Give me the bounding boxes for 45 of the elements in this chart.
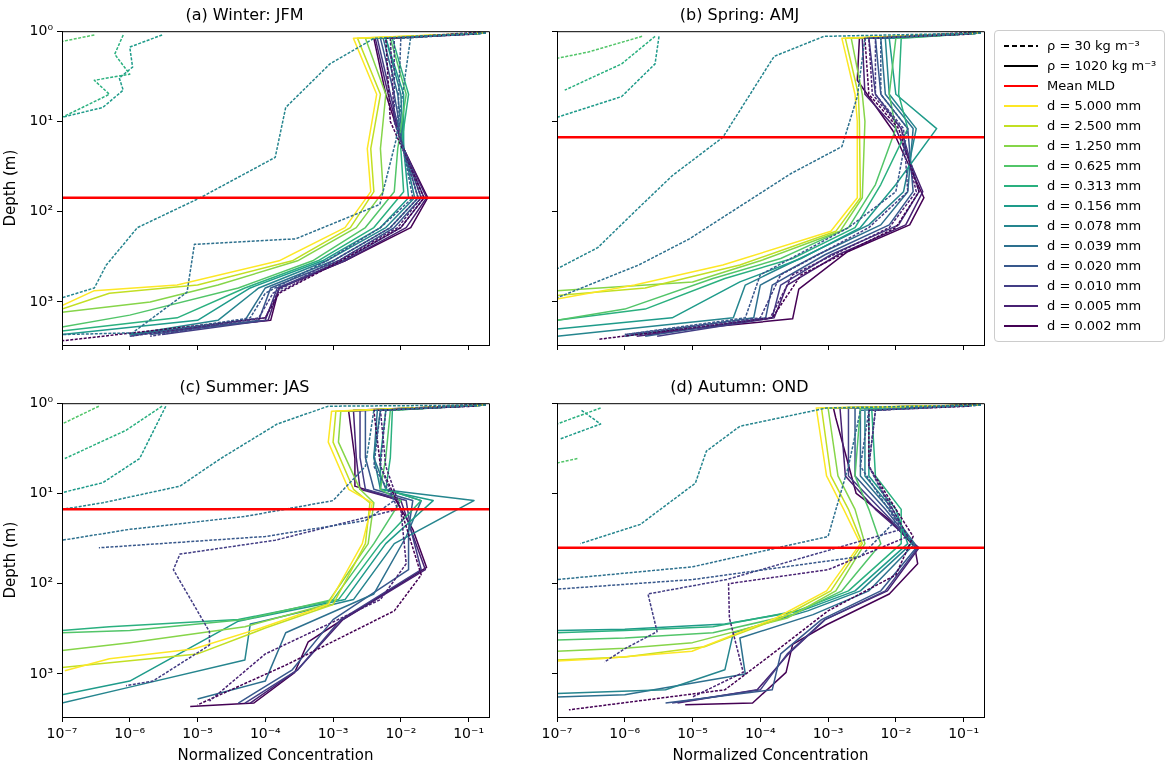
- legend-label: Mean MLD: [1047, 77, 1116, 95]
- x-tick-label: 10⁻¹: [948, 725, 980, 742]
- x-tick-label: 10⁻²: [880, 725, 912, 742]
- x-tick-label: 10⁻⁵: [182, 725, 213, 742]
- y-tick-label: 10¹: [29, 112, 53, 129]
- legend-label: ρ = 1020 kg m⁻³: [1047, 57, 1157, 75]
- y-axis-title: Depth (m): [0, 149, 19, 227]
- x-tick-label: 10⁻³: [812, 725, 844, 742]
- legend-label: d = 0.313 mm: [1047, 177, 1142, 195]
- x-tick-label: 10⁻⁴: [249, 725, 282, 742]
- legend-label: d = 0.156 mm: [1047, 197, 1142, 215]
- x-tick-label: 10⁻⁵: [677, 725, 708, 742]
- legend-label: d = 1.250 mm: [1047, 137, 1142, 155]
- x-tick-label: 10⁻⁶: [114, 725, 146, 742]
- legend-label: d = 0.078 mm: [1047, 217, 1142, 235]
- x-tick-label: 10⁻⁷: [46, 725, 78, 742]
- legend-label: d = 5.000 mm: [1047, 97, 1142, 115]
- legend-label: d = 0.002 mm: [1047, 317, 1142, 335]
- chart-title: (b) Spring: AMJ: [679, 4, 800, 24]
- x-tick-label: 10⁻⁴: [744, 725, 777, 742]
- x-tick-label: 10⁻³: [317, 725, 349, 742]
- x-axis-title: Normalized Concentration: [177, 745, 374, 764]
- y-tick-label: 10²: [29, 574, 53, 591]
- legend-label: d = 0.005 mm: [1047, 297, 1142, 315]
- legend-label: ρ = 30 kg m⁻³: [1047, 37, 1140, 55]
- x-tick-label: 10⁻²: [385, 725, 417, 742]
- chart-title: (c) Summer: JAS: [179, 376, 310, 396]
- legend-label: d = 0.039 mm: [1047, 237, 1142, 255]
- x-tick-label: 10⁻⁶: [609, 725, 641, 742]
- legend-label: d = 0.010 mm: [1047, 277, 1142, 295]
- y-tick-label: 10⁰: [29, 393, 54, 410]
- x-tick-label: 10⁻⁷: [541, 725, 573, 742]
- chart-title: (a) Winter: JFM: [185, 4, 304, 24]
- y-axis-title: Depth (m): [0, 521, 19, 599]
- x-axis-title: Normalized Concentration: [672, 745, 869, 764]
- chart-title: (d) Autumn: OND: [670, 376, 809, 396]
- y-tick-label: 10³: [29, 664, 53, 681]
- y-tick-label: 10¹: [29, 484, 53, 501]
- legend-label: d = 0.020 mm: [1047, 257, 1142, 275]
- y-tick-label: 10³: [29, 292, 53, 309]
- legend-label: d = 0.625 mm: [1047, 157, 1142, 175]
- x-tick-label: 10⁻¹: [453, 725, 485, 742]
- y-tick-label: 10²: [29, 202, 53, 219]
- legend-label: d = 2.500 mm: [1047, 117, 1142, 135]
- y-tick-label: 10⁰: [29, 21, 54, 38]
